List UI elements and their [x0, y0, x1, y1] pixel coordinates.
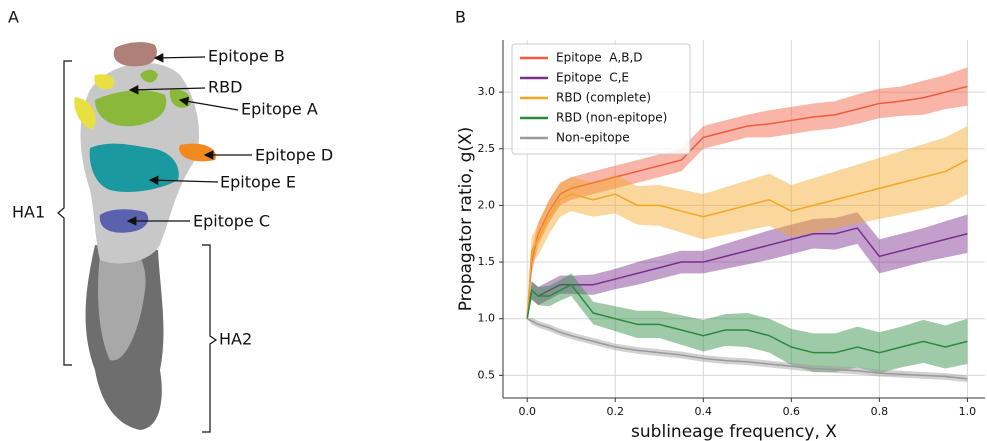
x-axis-label: sublineage frequency, X	[631, 422, 837, 441]
y-axis-label: Propagator ratio, g(X)	[456, 127, 476, 312]
annotation: Epitope A	[241, 100, 318, 119]
x-tick-label: 0.2	[606, 405, 624, 418]
series-line	[526, 85, 968, 319]
confidence-band	[527, 212, 968, 319]
x-tick-label: 0.8	[871, 405, 889, 418]
legend-label: Non-epitope	[556, 131, 630, 145]
annotation: Epitope C	[193, 212, 270, 231]
y-tick-label: 2.5	[478, 142, 496, 155]
confidence-band	[527, 273, 968, 374]
x-tick-label: 1.0	[959, 405, 977, 418]
chart: 0.0 0.2 0.4 0.6 0.8 1.0 0.5 1.0 1.5 2.0 2.5 3.0 subl…	[456, 40, 985, 441]
y-tick-label: 1.0	[478, 312, 496, 325]
series-line	[526, 318, 968, 380]
y-tick-label: 3.0	[478, 85, 496, 98]
legend-label: Epitope A,B,D	[556, 51, 643, 65]
legend-box	[511, 43, 691, 155]
confidence-band	[527, 126, 968, 319]
protein-structure	[74, 42, 216, 430]
y-tick-label: 1.5	[478, 255, 496, 268]
y-tick-label: 0.5	[478, 368, 496, 381]
legend-label: Epitope C,E	[556, 71, 629, 85]
bracket-label: HA2	[219, 330, 252, 349]
legend-label: RBD (complete)	[556, 91, 651, 105]
bracket-label: HA1	[12, 203, 45, 222]
x-tick-label: 0.4	[695, 405, 713, 418]
confidence-band	[527, 67, 968, 319]
annotation-arrows	[57, 53, 252, 433]
annotation: RBD	[208, 78, 242, 97]
x-tick-label: 0.6	[783, 405, 801, 418]
y-tick-label: 2.0	[478, 198, 496, 211]
panel-label: A	[8, 8, 19, 27]
series-line	[526, 227, 968, 319]
x-tick-label: 0.0	[518, 405, 536, 418]
annotation: Epitope B	[208, 47, 285, 66]
annotation: Epitope E	[220, 173, 296, 192]
panel-label: B	[455, 8, 466, 27]
series-line	[526, 159, 968, 319]
series-line	[526, 283, 968, 354]
legend-label: RBD (non-epitope)	[556, 111, 667, 125]
annotation: Epitope D	[255, 146, 333, 165]
